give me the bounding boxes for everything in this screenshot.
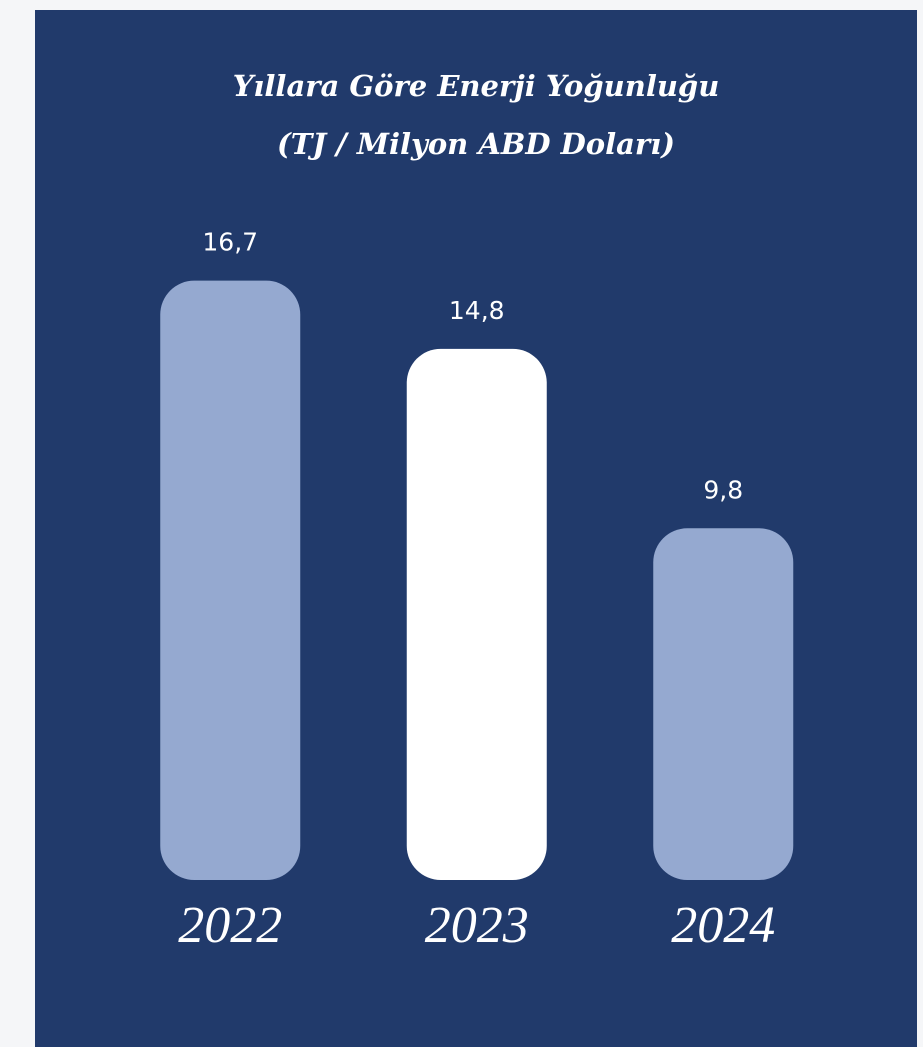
data-label: 14,8 [449, 296, 505, 325]
chart-subtitle: (TJ / Milyon ABD Doları) [277, 127, 675, 161]
data-label: 9,8 [703, 475, 743, 504]
x-tick-label: 2023 [425, 897, 529, 954]
data-label: 16,7 [202, 228, 258, 257]
x-tick-label: 2022 [178, 897, 282, 954]
bar [653, 528, 794, 880]
x-tick-label: 2024 [671, 897, 775, 954]
bar [406, 348, 547, 880]
bar [160, 280, 301, 881]
chart-title: Yıllara Göre Enerji Yoğunluğu [233, 69, 720, 103]
